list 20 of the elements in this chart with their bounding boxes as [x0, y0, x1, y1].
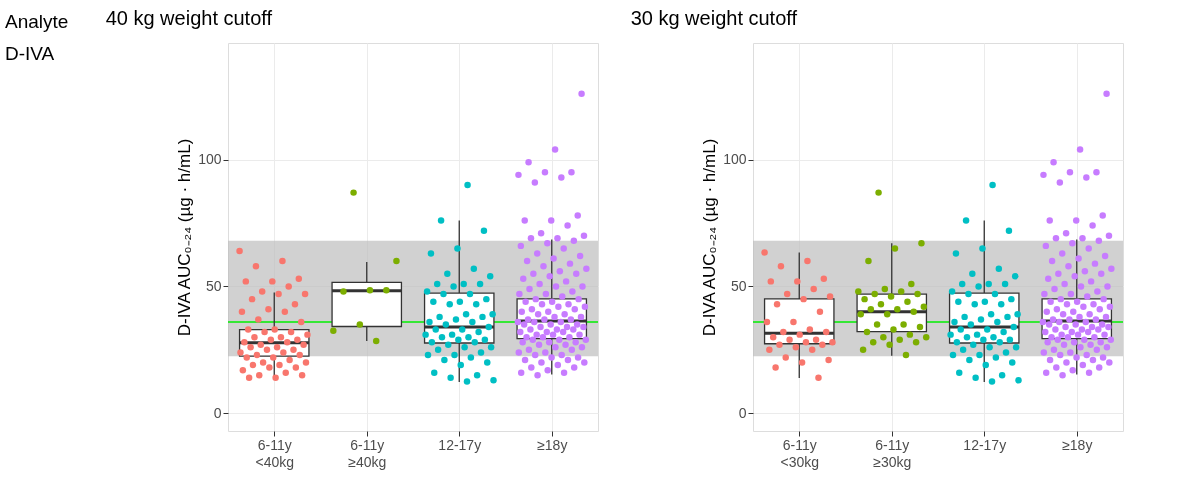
chart-title: 30 kg weight cutoff — [630, 7, 798, 29]
x-tick-label: 6-11y <40kg — [255, 436, 295, 470]
y-axis-title: D-IVA AUC₀₋₂₄ (µg · h/mL) — [700, 138, 720, 337]
y-tick-label: 50 — [730, 277, 747, 294]
text: Analyte — [5, 11, 69, 32]
x-tick-label: 12-17y — [438, 436, 482, 453]
y-tick-label: 100 — [198, 151, 222, 168]
y-axis-title: D-IVA AUC₀₋₂₄ (µg · h/mL) — [175, 138, 195, 337]
y-tick-label: 100 — [723, 151, 747, 168]
y-tick-label: 0 — [213, 404, 222, 421]
text: D-IVA — [5, 43, 55, 64]
x-tick-label: ≥18y — [1062, 436, 1093, 453]
x-tick-label: 6-11y ≥30kg — [873, 436, 912, 470]
x-tick-label: 6-11y ≥40kg — [348, 436, 387, 470]
chart-title: 40 kg weight cutoff — [105, 7, 273, 29]
y-tick-label: 0 — [738, 404, 747, 421]
x-tick-label: 12-17y — [963, 436, 1007, 453]
x-tick-label: ≥18y — [537, 436, 568, 453]
y-tick-label: 50 — [205, 277, 222, 294]
x-tick-label: 6-11y <30kg — [780, 436, 820, 470]
